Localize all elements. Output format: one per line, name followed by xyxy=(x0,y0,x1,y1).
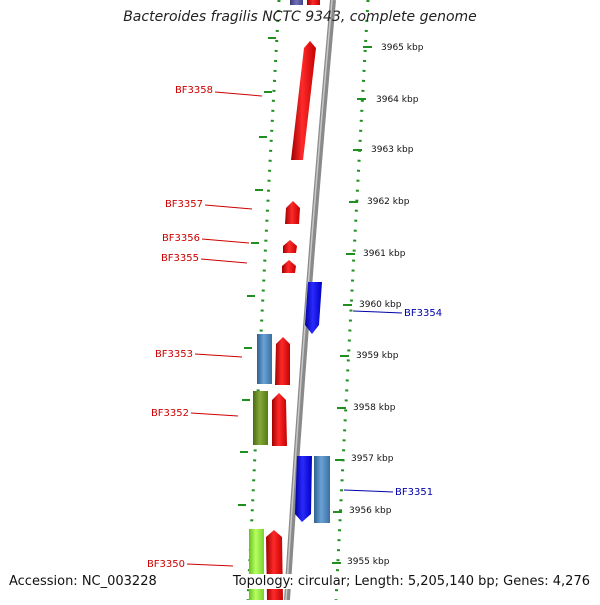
gene-bf3351-neighbor[interactable] xyxy=(314,456,330,523)
leader-bf3352 xyxy=(190,412,239,417)
gene-bf3353[interactable] xyxy=(275,337,290,385)
scale-label: 3962 kbp xyxy=(367,197,410,207)
gene-label-bf3358[interactable]: BF3358 xyxy=(175,85,213,96)
gene-label-bf3357[interactable]: BF3357 xyxy=(165,199,203,210)
leader-bf3358 xyxy=(214,91,263,97)
topology-text: Topology: circular; Length: 5,205,140 bp… xyxy=(232,574,590,589)
inner-tick-rail xyxy=(246,0,281,601)
gene-bf3352[interactable] xyxy=(272,393,287,446)
gene-bf3350[interactable] xyxy=(266,530,283,600)
gene-bf3352-neighbor[interactable] xyxy=(253,391,268,445)
leader-bf3355 xyxy=(200,258,248,264)
leader-bf3357 xyxy=(204,204,253,210)
scale-label: 3955 kbp xyxy=(347,557,390,567)
gene-bf3355[interactable] xyxy=(282,260,296,273)
gene-bf3351[interactable] xyxy=(295,456,312,522)
scale-label: 3965 kbp xyxy=(381,43,424,53)
leader-bf3353 xyxy=(194,353,243,358)
gene-label-bf3354[interactable]: BF3354 xyxy=(404,308,442,319)
gene-label-bf3355[interactable]: BF3355 xyxy=(161,253,199,264)
outer-tick-rail xyxy=(334,0,370,601)
gene-bf3354[interactable] xyxy=(305,282,322,334)
leader-bf3351 xyxy=(343,489,394,493)
gene-label-bf3356[interactable]: BF3356 xyxy=(162,233,200,244)
gene-label-bf3350[interactable]: BF3350 xyxy=(147,559,185,570)
accession-text: Accession: NC_003228 xyxy=(9,574,157,589)
gene-lime[interactable] xyxy=(249,529,264,600)
leader-bf3354 xyxy=(352,310,403,314)
scale-labels: 3965 kbp 3964 kbp 3963 kbp 3962 kbp 3961… xyxy=(347,43,424,567)
scale-label: 3960 kbp xyxy=(359,300,402,310)
leader-bf3350 xyxy=(186,563,234,567)
major-ticks xyxy=(238,37,372,564)
gene-bf3357[interactable] xyxy=(285,201,300,224)
gene-bf3358[interactable] xyxy=(291,41,316,160)
scale-label: 3964 kbp xyxy=(376,95,419,105)
scale-label: 3963 kbp xyxy=(371,145,414,155)
scale-label: 3959 kbp xyxy=(356,351,399,361)
gene-bf3356[interactable] xyxy=(283,240,297,253)
scale-label: 3957 kbp xyxy=(351,454,394,464)
gene-label-leaders xyxy=(186,91,403,567)
genome-title: Bacteroides fragilis NCTC 9343, complete… xyxy=(123,9,477,25)
scale-label: 3961 kbp xyxy=(363,249,406,259)
gene-label-bf3353[interactable]: BF3353 xyxy=(155,349,193,360)
partial-gene-purple xyxy=(290,0,303,5)
gene-label-bf3351[interactable]: BF3351 xyxy=(395,487,433,498)
partial-gene-red-top xyxy=(307,0,320,5)
gene-label-bf3352[interactable]: BF3352 xyxy=(151,408,189,419)
leader-bf3356 xyxy=(201,238,250,244)
gene-bf3353-neighbor[interactable] xyxy=(257,334,272,384)
scale-label: 3956 kbp xyxy=(349,506,392,516)
scale-label: 3958 kbp xyxy=(353,403,396,413)
gene-labels: BF3358 BF3357 BF3356 BF3355 BF3354 BF335… xyxy=(147,85,442,570)
